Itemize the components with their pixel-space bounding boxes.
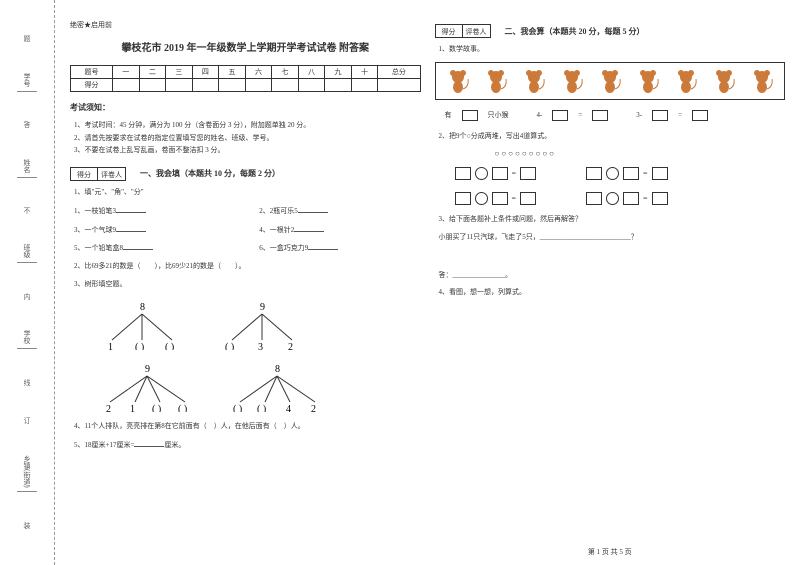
s2-q3b: 小朋买了11只汽球，飞走了5只，________________________…	[435, 232, 786, 244]
q1: 1、填"元"、"角"、"分"	[70, 187, 421, 199]
binding-marker: 装	[24, 521, 31, 531]
monkey-icon	[710, 67, 738, 95]
svg-text:8: 8	[140, 302, 145, 313]
op-eq-row: = =	[435, 164, 786, 183]
left-column: 绝密★启用前 攀枝花市 2019 年一年级数学上学期开学考试试卷 附答案 题号一…	[70, 20, 421, 557]
tree-icon: 9 ( ) 3 2	[220, 300, 310, 350]
nine-circles: ○○○○○○○○○	[495, 149, 786, 158]
svg-text:( ): ( )	[233, 404, 242, 412]
monkey-icon	[748, 67, 776, 95]
monkey-icon	[482, 67, 510, 95]
binding-field-town: 乡镇(街道)	[17, 455, 37, 493]
svg-text:8: 8	[275, 364, 280, 375]
instructions-list: 1、考试时间：45 分钟，满分为 100 分（含卷面分 3 分），附加题单独 2…	[70, 119, 421, 157]
monkey-illustration	[435, 62, 786, 100]
exam-title: 攀枝花市 2019 年一年级数学上学期开学考试试卷 附答案	[70, 39, 421, 54]
table-row: 得分	[71, 79, 421, 92]
svg-text:4: 4	[286, 404, 291, 412]
svg-text:( ): ( )	[152, 404, 161, 412]
svg-text:2: 2	[106, 404, 111, 412]
score-table: 题号一二三四五六七八九十总分 得分	[70, 65, 421, 92]
page-footer: 第 1 页 共 5 页	[435, 543, 786, 557]
svg-text:2: 2	[288, 342, 293, 350]
s2-q1: 1、数学故事。	[435, 44, 786, 56]
binding-marker: 答	[24, 120, 31, 130]
binding-marker: 题	[24, 34, 31, 44]
right-column: 得分 评卷人 二、我会算（本题共 20 分，每题 5 分） 1、数学故事。 有只…	[435, 20, 786, 557]
s2-q3: 3、给下面各题补上条件或问题，然后再解答？	[435, 214, 786, 226]
eval-grader-label: 评卷人	[98, 167, 126, 181]
q1-sub: 3、一个气球9 4、一根针2	[70, 224, 421, 237]
s2-q4: 4、看图，想一想，列算式。	[435, 287, 786, 299]
eval-box: 得分 评卷人 二、我会算（本题共 20 分，每题 5 分）	[435, 24, 786, 38]
binding-marker: 线	[24, 378, 31, 388]
monkey-icon	[634, 67, 662, 95]
svg-text:( ): ( )	[225, 342, 234, 350]
svg-text:9: 9	[260, 302, 265, 313]
instruction-item: 2、请首先按要求在试卷的指定位置填写您的姓名、班级、学号。	[74, 132, 421, 145]
confidential-label: 绝密★启用前	[70, 20, 421, 30]
content-columns: 绝密★启用前 攀枝花市 2019 年一年级数学上学期开学考试试卷 附答案 题号一…	[55, 0, 800, 565]
eval-box: 得分 评卷人 一、我会填（本题共 10 分，每题 2 分）	[70, 167, 421, 181]
monkey-icon	[558, 67, 586, 95]
monkey-icon	[520, 67, 548, 95]
svg-text:2: 2	[311, 404, 316, 412]
monkey-equations: 有只小猴 4-= 3-=	[445, 110, 786, 121]
s2-q2: 2、把9个○分成两堆，写出4道算式。	[435, 131, 786, 143]
instruction-item: 3、不要在试卷上乱写乱画，卷面不整洁扣 3 分。	[74, 144, 421, 157]
tree-icon: 8 1 ( ) ( )	[100, 300, 190, 350]
table-row: 题号一二三四五六七八九十总分	[71, 66, 421, 79]
eval-grader-label: 评卷人	[463, 24, 491, 38]
svg-text:( ): ( )	[257, 404, 266, 412]
s2-q3-ans: 答：_______________。	[435, 270, 786, 282]
svg-text:( ): ( )	[135, 342, 144, 350]
section-2-title: 二、我会算（本题共 20 分，每题 5 分）	[505, 26, 645, 37]
q1-sub: 5、一个铅笔盒8 6、一盒巧克力9	[70, 242, 421, 255]
svg-text:1: 1	[108, 342, 113, 350]
binding-field-xuehao: 学号	[17, 73, 37, 92]
q1-sub: 1、一枝铅笔3 2、2瓶可乐5	[70, 205, 421, 218]
tree-diagrams-row1: 8 1 ( ) ( ) 9 ( ) 3 2	[70, 300, 421, 350]
op-eq-row: = =	[435, 189, 786, 208]
eval-score-label: 得分	[435, 24, 463, 38]
binding-marker: 不	[24, 206, 31, 216]
q4: 4、11个人排队，亮亮排在第8在它前面有（ ）人，在他后面有（ ）人。	[70, 421, 421, 433]
eval-score-label: 得分	[70, 167, 98, 181]
binding-field-school: 学校	[17, 330, 37, 349]
svg-text:9: 9	[145, 364, 150, 375]
instructions-heading: 考试须知：	[70, 102, 421, 113]
svg-text:3: 3	[258, 342, 263, 350]
binding-marker: 订	[24, 416, 31, 426]
q5: 5、18厘米+17厘米=厘米。	[70, 439, 421, 452]
monkey-icon	[672, 67, 700, 95]
binding-marker: 内	[24, 292, 31, 302]
section-1-title: 一、我会填（本题共 10 分，每题 2 分）	[140, 168, 280, 179]
instruction-item: 1、考试时间：45 分钟，满分为 100 分（含卷面分 3 分），附加题单独 2…	[74, 119, 421, 132]
monkey-icon	[444, 67, 472, 95]
svg-text:( ): ( )	[165, 342, 174, 350]
binding-margin: 题 学号 答 姓名 不 班级 内 学校 线 订 乡镇(街道) 装	[0, 0, 55, 565]
tree-diagrams-row2: 9 2 1 ( ) ( ) 8 ( ) ( ) 4 2	[70, 362, 421, 412]
monkey-icon	[596, 67, 624, 95]
q2: 2、比69多21的数是（ ），比69少21的数是（ ）。	[70, 261, 421, 273]
binding-field-name: 姓名	[17, 159, 37, 178]
binding-field-class: 班级	[17, 244, 37, 263]
svg-text:1: 1	[130, 404, 135, 412]
svg-text:( ): ( )	[178, 404, 187, 412]
q3: 3、树形填空题。	[70, 279, 421, 291]
tree-icon: 9 2 1 ( ) ( )	[100, 362, 200, 412]
tree-icon: 8 ( ) ( ) 4 2	[230, 362, 330, 412]
